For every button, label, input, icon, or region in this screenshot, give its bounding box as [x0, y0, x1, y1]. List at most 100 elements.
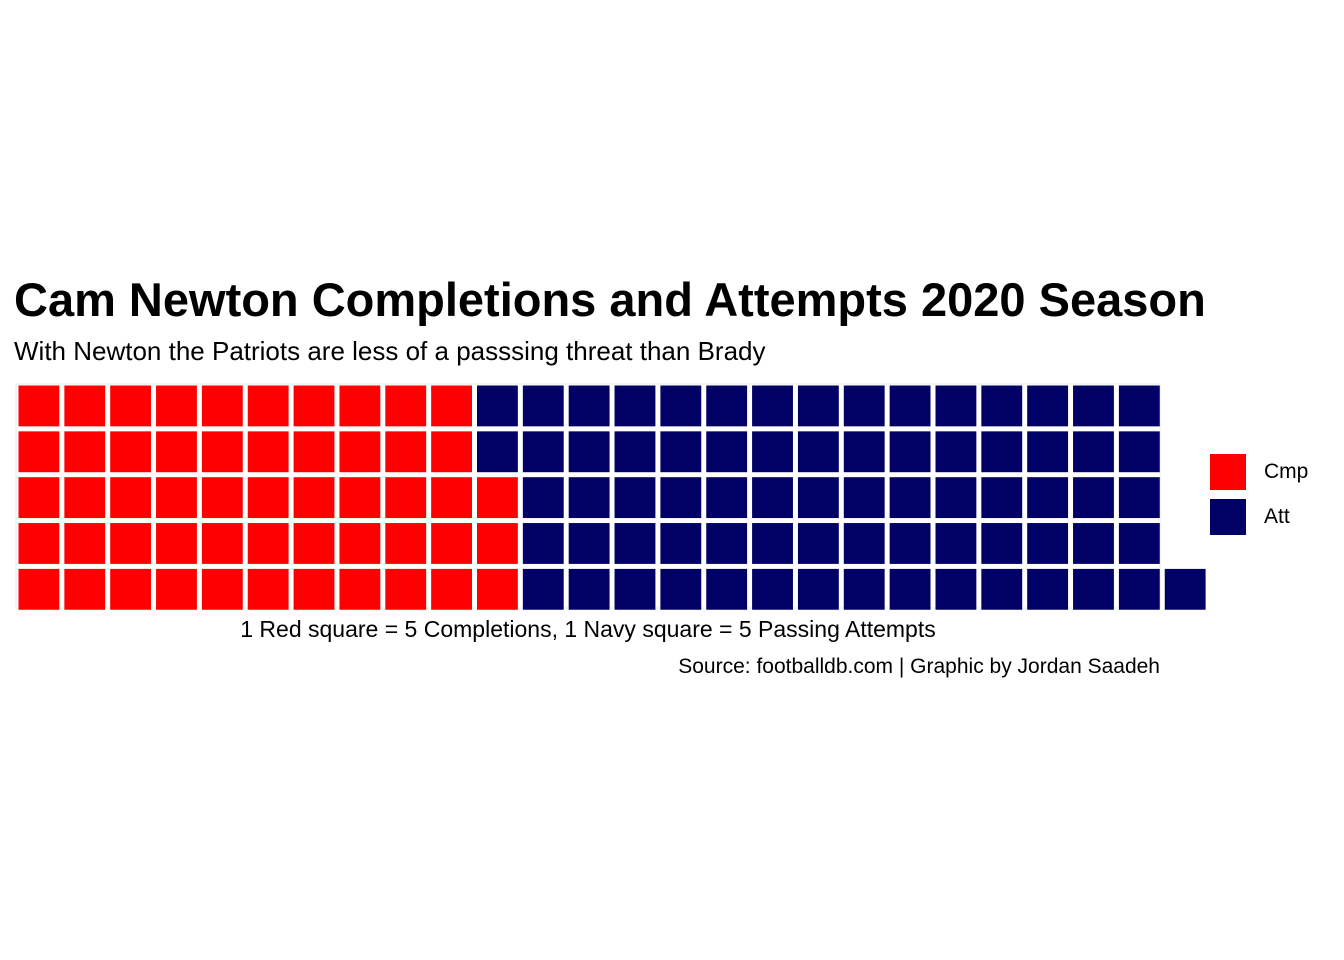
waffle-cell-att [1073, 431, 1114, 473]
waffle-cell-cmp [201, 568, 243, 610]
waffle-cell-cmp [201, 385, 243, 427]
waffle-cell-cmp [110, 431, 152, 473]
waffle-cell-cmp [385, 568, 427, 610]
legend-key-att [1210, 499, 1246, 535]
waffle-cell-att [1073, 477, 1114, 519]
waffle-cell-att [660, 523, 702, 564]
waffle-cell-att [843, 477, 885, 519]
waffle-cell-att [1118, 523, 1160, 564]
waffle-cell-att [1073, 523, 1114, 564]
waffle-cell-att [1073, 385, 1114, 427]
waffle-cell-att [1027, 385, 1069, 427]
legend-label-cmp: Cmp [1264, 460, 1309, 483]
waffle-cell-att [797, 431, 839, 473]
waffle-cell-cmp [18, 385, 60, 427]
waffle-cell-cmp [156, 385, 197, 427]
waffle-cell-att [614, 523, 656, 564]
waffle-cell-cmp [431, 477, 472, 519]
waffle-cell-cmp [247, 568, 289, 610]
waffle-cell-cmp [293, 523, 335, 564]
waffle-cell-att [660, 568, 702, 610]
waffle-cell-cmp [201, 477, 243, 519]
waffle-cell-att [797, 385, 839, 427]
waffle-cell-cmp [339, 477, 381, 519]
waffle-cell-att [935, 477, 977, 519]
waffle-cell-att [843, 385, 885, 427]
waffle-cell-cmp [18, 431, 60, 473]
waffle-cell-cmp [201, 523, 243, 564]
waffle-cell-att [568, 568, 610, 610]
waffle-cell-cmp [156, 568, 197, 610]
waffle-cell-att [477, 385, 518, 427]
waffle-cell-cmp [339, 431, 381, 473]
waffle-cell-att [889, 523, 931, 564]
waffle-cell-cmp [385, 385, 427, 427]
waffle-cell-att [522, 568, 564, 610]
waffle-cell-att [797, 477, 839, 519]
waffle-cell-cmp [293, 431, 335, 473]
waffle-cell-cmp [293, 477, 335, 519]
waffle-cell-cmp [293, 568, 335, 610]
waffle-cell-cmp [431, 568, 472, 610]
waffle-cell-cmp [477, 523, 518, 564]
waffle-cell-cmp [110, 385, 152, 427]
waffle-cell-att [1027, 568, 1069, 610]
waffle-cell-att [752, 477, 793, 519]
waffle-cell-att [843, 568, 885, 610]
waffle-cell-att [568, 477, 610, 519]
waffle-cell-cmp [431, 523, 472, 564]
waffle-cell-att [1027, 477, 1069, 519]
waffle-cell-cmp [18, 568, 60, 610]
waffle-cell-cmp [18, 523, 60, 564]
waffle-cell-att [981, 523, 1023, 564]
waffle-cell-att [797, 568, 839, 610]
waffle-cell-att [1027, 523, 1069, 564]
waffle-cell-att [935, 568, 977, 610]
waffle-cell-cmp [110, 523, 152, 564]
waffle-cell-cmp [339, 385, 381, 427]
waffle-cell-att [1118, 477, 1160, 519]
waffle-cell-att [752, 523, 793, 564]
waffle-cell-att [706, 431, 748, 473]
waffle-cell-cmp [385, 477, 427, 519]
waffle-cell-cmp [64, 431, 106, 473]
waffle-cell-att [1118, 431, 1160, 473]
waffle-cell-cmp [247, 431, 289, 473]
waffle-cell-att [1073, 568, 1114, 610]
waffle-cell-cmp [201, 431, 243, 473]
waffle-cell-att [568, 523, 610, 564]
waffle-cell-att [843, 431, 885, 473]
waffle-cell-att [889, 568, 931, 610]
waffle-cell-cmp [156, 477, 197, 519]
chart-title: Cam Newton Completions and Attempts 2020… [14, 273, 1206, 326]
waffle-cell-cmp [431, 385, 472, 427]
waffle-cell-cmp [110, 568, 152, 610]
waffle-cell-cmp [247, 523, 289, 564]
waffle-cell-cmp [247, 477, 289, 519]
waffle-cell-cmp [110, 477, 152, 519]
chart-subtitle: With Newton the Patriots are less of a p… [14, 336, 766, 366]
waffle-cell-cmp [64, 385, 106, 427]
legend-label-att: Att [1264, 505, 1290, 528]
waffle-cell-cmp [293, 385, 335, 427]
waffle-cell-att [1118, 385, 1160, 427]
waffle-cell-att [614, 385, 656, 427]
waffle-cell-att [935, 523, 977, 564]
waffle-cell-att [1027, 431, 1069, 473]
waffle-cell-att [568, 385, 610, 427]
waffle-cell-att [660, 431, 702, 473]
waffle-cell-att [797, 523, 839, 564]
waffle-cell-att [614, 568, 656, 610]
waffle-cell-att [935, 431, 977, 473]
waffle-cell-att [981, 431, 1023, 473]
waffle-cell-att [752, 568, 793, 610]
waffle-cell-cmp [156, 523, 197, 564]
waffle-cell-att [522, 431, 564, 473]
waffle-cell-cmp [385, 523, 427, 564]
waffle-cell-att [477, 431, 518, 473]
waffle-cell-att [935, 385, 977, 427]
waffle-cell-att [889, 431, 931, 473]
waffle-cell-cmp [64, 477, 106, 519]
waffle-cell-cmp [431, 431, 472, 473]
